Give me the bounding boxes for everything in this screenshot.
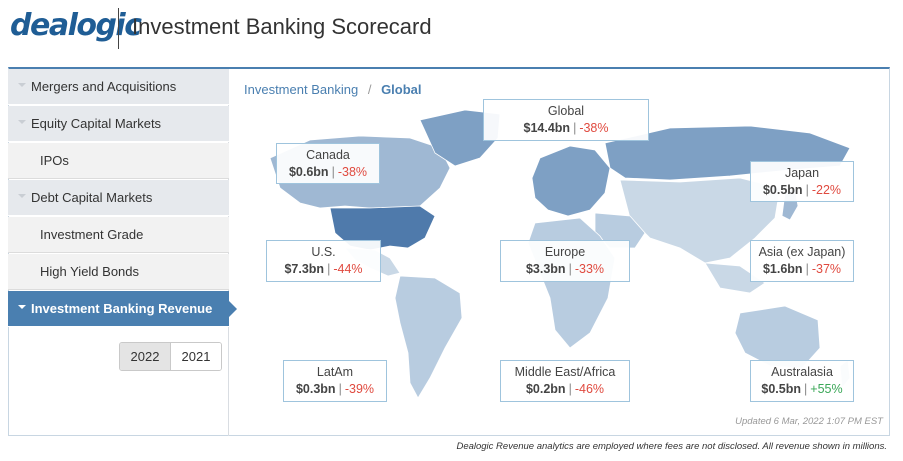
callout-name: Asia (ex Japan) bbox=[758, 245, 846, 259]
sidebar-item-equity-capital-markets[interactable]: Equity Capital Markets bbox=[8, 106, 229, 142]
year-toggle: 2022 2021 bbox=[119, 342, 222, 371]
year-button-2021[interactable]: 2021 bbox=[171, 343, 221, 370]
callout-amount: $7.3bn bbox=[284, 262, 325, 276]
callout-change: -44% bbox=[333, 262, 363, 276]
sidebar: Mergers and Acquisitions Equity Capital … bbox=[8, 69, 237, 436]
callout-name: Australasia bbox=[771, 365, 833, 379]
callout-global[interactable]: Global $14.4bn | -38% bbox=[483, 99, 649, 141]
callout-name: LatAm bbox=[316, 365, 354, 379]
map-region-southeast-asia[interactable] bbox=[704, 262, 766, 294]
breadcrumb-separator: / bbox=[367, 82, 372, 97]
map-region-south-america[interactable] bbox=[394, 275, 463, 399]
callout-us[interactable]: U.S. $7.3bn | -44% bbox=[266, 240, 381, 282]
callout-name: Japan bbox=[784, 166, 820, 180]
callout-amount: $0.3bn bbox=[295, 382, 336, 396]
footnote: Dealogic Revenue analytics are employed … bbox=[456, 441, 887, 452]
callout-change: -38% bbox=[579, 121, 609, 135]
sidebar-item-investment-banking-revenue[interactable]: Investment Banking Revenue bbox=[8, 291, 237, 327]
sidebar-item-debt-capital-markets[interactable]: Debt Capital Markets bbox=[8, 180, 229, 216]
sidebar-item-label: Investment Banking Revenue bbox=[31, 301, 213, 316]
callout-middle-east-africa[interactable]: Middle East/Africa $0.2bn | -46% bbox=[500, 360, 630, 402]
callout-australasia[interactable]: Australasia $0.5bn | +55% bbox=[750, 360, 854, 402]
callout-name: Canada bbox=[306, 148, 350, 162]
breadcrumb: Investment Banking / Global bbox=[244, 82, 422, 97]
callout-canada[interactable]: Canada $0.6bn | -38% bbox=[276, 143, 380, 184]
sidebar-item-mergers-and-acquisitions[interactable]: Mergers and Acquisitions bbox=[8, 69, 229, 105]
sidebar-item-investment-grade[interactable]: Investment Grade bbox=[8, 217, 229, 253]
callout-amount: $0.2bn bbox=[525, 382, 566, 396]
callout-amount: $3.3bn bbox=[525, 262, 566, 276]
updated-timestamp: Updated 6 Mar, 2022 1:07 PM EST bbox=[735, 416, 883, 427]
sidebar-item-label: High Yield Bonds bbox=[40, 264, 140, 279]
world-map bbox=[269, 109, 851, 399]
header-divider bbox=[118, 8, 119, 49]
breadcrumb-link-investment-banking[interactable]: Investment Banking bbox=[244, 82, 359, 97]
callout-name: Middle East/Africa bbox=[514, 365, 616, 379]
callout-name: Europe bbox=[544, 245, 586, 259]
callout-change: -22% bbox=[811, 183, 842, 197]
callout-amount: $0.5bn bbox=[761, 382, 802, 396]
sidebar-item-label: Equity Capital Markets bbox=[31, 116, 162, 131]
callout-europe[interactable]: Europe $3.3bn | -33% bbox=[500, 240, 630, 282]
chevron-down-icon bbox=[18, 305, 26, 309]
map-region-australia[interactable] bbox=[734, 305, 821, 369]
sidebar-item-ipos[interactable]: IPOs bbox=[8, 143, 229, 179]
sidebar-item-label: Investment Grade bbox=[40, 227, 144, 242]
chevron-down-icon bbox=[18, 120, 26, 124]
sidebar-item-label: Mergers and Acquisitions bbox=[31, 79, 177, 94]
active-indicator-arrow bbox=[229, 301, 237, 317]
callout-change: -38% bbox=[337, 165, 368, 179]
callout-change: +55% bbox=[810, 382, 843, 396]
callout-change: -46% bbox=[574, 382, 605, 396]
callout-amount: $0.5bn bbox=[762, 183, 803, 197]
year-button-2022[interactable]: 2022 bbox=[120, 343, 171, 370]
callout-japan[interactable]: Japan $0.5bn | -22% bbox=[750, 161, 854, 202]
breadcrumb-current: Global bbox=[381, 82, 422, 97]
callout-change: -37% bbox=[811, 262, 842, 276]
map-region-greenland[interactable] bbox=[419, 109, 501, 167]
chevron-down-icon bbox=[18, 83, 26, 87]
callout-amount: $1.6bn bbox=[762, 262, 803, 276]
page-title: Investment Banking Scorecard bbox=[132, 14, 432, 39]
callout-amount: $0.6bn bbox=[288, 165, 329, 179]
app-header: dealogic Investment Banking Scorecard bbox=[0, 0, 903, 58]
callout-latam[interactable]: LatAm $0.3bn | -39% bbox=[283, 360, 387, 402]
dealogic-logo[interactable]: dealogic bbox=[10, 8, 142, 43]
sidebar-item-label: Debt Capital Markets bbox=[31, 190, 153, 205]
callout-name: Global bbox=[547, 104, 585, 118]
callout-change: -33% bbox=[574, 262, 605, 276]
callout-name: U.S. bbox=[311, 245, 336, 259]
sidebar-item-label: IPOs bbox=[40, 153, 69, 168]
chevron-down-icon bbox=[18, 194, 26, 198]
callout-asia-ex-japan[interactable]: Asia (ex Japan) $1.6bn | -37% bbox=[750, 240, 854, 282]
callout-amount: $14.4bn bbox=[523, 121, 571, 135]
map-region-europe[interactable] bbox=[531, 145, 611, 217]
callout-change: -39% bbox=[344, 382, 375, 396]
sidebar-item-high-yield-bonds[interactable]: High Yield Bonds bbox=[8, 254, 229, 290]
map-region-asia[interactable] bbox=[619, 177, 781, 264]
